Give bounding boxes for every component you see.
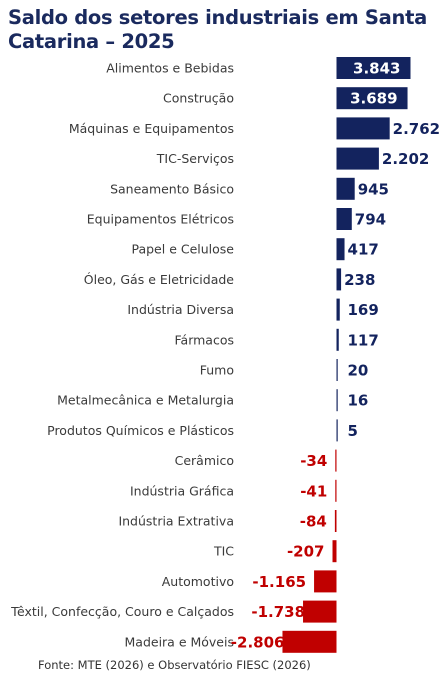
category-label: Papel e Celulose [131,242,234,257]
bar [334,510,337,532]
category-label: Produtos Químicos e Plásticos [47,423,234,438]
value-label: 417 [348,241,379,259]
category-label: TIC [213,544,234,559]
value-label: 2.762 [393,120,440,138]
bar [336,268,342,291]
category-label: Cerâmico [175,453,234,468]
category-label: Equipamentos Elétricos [87,212,234,227]
category-label: Indústria Extrativa [118,514,234,529]
bar [336,147,379,170]
value-label: -41 [300,482,327,500]
bar [336,238,345,261]
value-label: 3.689 [350,90,397,108]
value-label: -1.165 [252,573,306,591]
chart-source: Fonte: MTE (2026) e Observatório FIESC (… [38,658,311,672]
category-label: Madeira e Móveis [125,634,235,649]
bar [336,359,338,381]
bar [314,570,337,593]
value-label: 169 [348,301,379,319]
value-label: 945 [358,180,389,198]
bar [303,600,337,623]
bar [332,540,337,563]
value-label: 117 [348,331,379,349]
bar [336,87,408,110]
value-label: -84 [300,513,327,531]
category-label: Têxtil, Confecção, Couro e Calçados [10,604,234,619]
bar [336,208,352,230]
value-label: -207 [287,543,325,561]
value-label: 3.843 [353,60,400,78]
value-label: -2.806 [231,633,285,651]
bar [335,479,337,502]
category-label: Alimentos e Bebidas [106,61,234,76]
value-label: 20 [348,362,369,380]
bar [336,57,411,79]
value-label: 5 [348,422,358,440]
category-label: Máquinas e Equipamentos [69,121,234,136]
bar [282,630,337,653]
value-label: 238 [344,271,375,289]
bar [336,117,390,140]
value-label: 16 [348,392,369,410]
chart-title: Saldo dos setores industriais em Santa C… [8,6,427,53]
category-label: Óleo, Gás e Eletricidade [84,272,235,287]
bar [335,449,337,472]
category-label: Metalmecânica e Metalurgia [57,393,234,408]
bar [336,328,339,351]
value-label: -34 [300,452,327,470]
bar [336,419,338,442]
category-label: Fármacos [175,332,235,347]
bar [336,389,338,412]
category-label: TIC-Serviços [156,151,234,166]
category-label: Saneamento Básico [110,181,234,196]
value-label: 794 [355,211,386,229]
category-label: Indústria Diversa [127,302,234,317]
value-label: 2.202 [382,150,429,168]
value-label: -1.738 [251,603,305,621]
category-label: Construção [163,91,234,106]
category-label: Indústria Gráfica [130,483,234,498]
category-label: Fumo [200,363,234,378]
category-label: Automotivo [162,574,234,589]
bar [336,298,340,321]
bar [336,177,355,200]
